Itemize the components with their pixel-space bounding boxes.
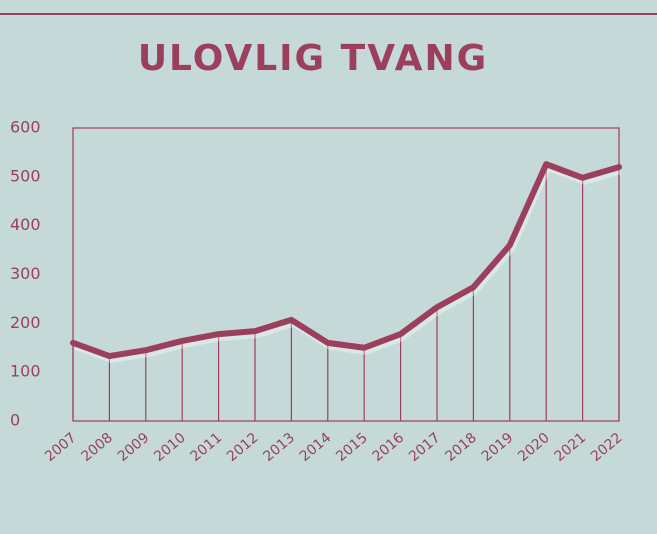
x-tick-label: 2008 bbox=[78, 430, 116, 465]
x-tick-label: 2013 bbox=[260, 430, 298, 465]
y-tick-label: 500 bbox=[10, 166, 41, 185]
x-tick-label: 2010 bbox=[151, 430, 189, 465]
chart-title: ULOVLIG TVANG bbox=[138, 38, 488, 79]
line-shadow bbox=[73, 164, 622, 364]
x-tick-label: 2007 bbox=[42, 430, 80, 465]
x-tick-label: 2022 bbox=[588, 430, 626, 465]
x-tick-label: 2014 bbox=[297, 430, 335, 465]
x-tick-label: 2017 bbox=[406, 430, 444, 465]
x-tick-label: 2019 bbox=[479, 430, 517, 465]
x-tick-label: 2012 bbox=[224, 430, 262, 465]
plot-frame bbox=[72, 127, 620, 422]
x-tick-label: 2011 bbox=[188, 430, 226, 465]
line bbox=[70, 161, 622, 360]
y-tick-label: 300 bbox=[10, 264, 41, 283]
y-tick-label: 600 bbox=[10, 118, 41, 137]
y-tick-label: 0 bbox=[10, 411, 20, 430]
x-tick-label: 2016 bbox=[370, 430, 408, 465]
x-tick-label: 2009 bbox=[115, 430, 153, 465]
y-tick-label: 100 bbox=[10, 362, 41, 381]
x-tick-label: 2020 bbox=[515, 430, 553, 465]
x-tick-label: 2018 bbox=[442, 430, 480, 465]
y-tick-label: 200 bbox=[10, 313, 41, 332]
y-tick-label: 400 bbox=[10, 215, 41, 234]
x-tick-label: 2015 bbox=[333, 430, 371, 465]
x-tick-label: 2021 bbox=[552, 430, 590, 465]
